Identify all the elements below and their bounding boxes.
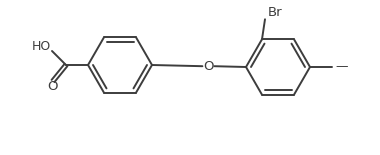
Text: —: — bbox=[335, 60, 347, 73]
Text: HO: HO bbox=[32, 40, 51, 53]
Text: O: O bbox=[47, 80, 57, 93]
Text: Br: Br bbox=[268, 6, 282, 19]
Text: O: O bbox=[203, 60, 214, 73]
